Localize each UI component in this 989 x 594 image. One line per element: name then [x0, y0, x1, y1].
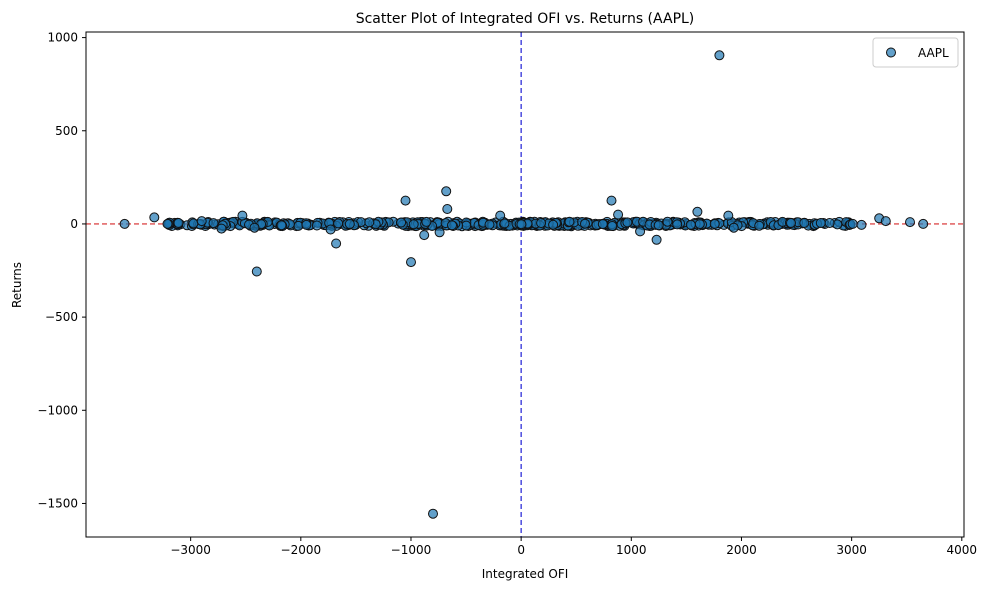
- x-tick-label: −3000: [170, 543, 211, 557]
- data-point: [237, 210, 248, 221]
- data-point: [672, 219, 683, 230]
- y-tick-label: 1000: [47, 31, 78, 45]
- legend-label: AAPL: [918, 46, 949, 60]
- data-point: [754, 220, 765, 231]
- data-point: [653, 220, 664, 231]
- data-point: [622, 217, 633, 228]
- x-tick-label: 1000: [616, 543, 647, 557]
- data-point: [536, 218, 547, 228]
- y-tick-label: −500: [45, 310, 78, 324]
- data-point: [516, 219, 527, 230]
- data-point: [419, 230, 430, 241]
- data-point: [685, 219, 696, 230]
- data-point: [799, 218, 810, 228]
- data-point: [856, 219, 867, 230]
- data-point: [597, 219, 608, 230]
- y-axis-label: Returns: [10, 262, 24, 308]
- data-point: [434, 227, 445, 238]
- data-point: [847, 218, 858, 229]
- x-tick-label: −2000: [281, 543, 322, 557]
- chart-title: Scatter Plot of Integrated OFI vs. Retur…: [356, 11, 695, 27]
- x-tick-label: 0: [517, 543, 525, 557]
- data-point: [548, 219, 559, 230]
- data-point: [580, 218, 590, 229]
- data-point: [651, 234, 662, 245]
- data-point: [613, 209, 624, 220]
- data-point: [694, 219, 705, 230]
- data-point: [188, 218, 199, 229]
- data-point: [276, 220, 287, 231]
- data-point: [495, 210, 506, 221]
- data-point: [396, 217, 407, 228]
- data-point: [408, 219, 419, 230]
- x-tick-label: 2000: [726, 543, 757, 557]
- data-point: [905, 217, 915, 228]
- data-point: [815, 218, 826, 228]
- data-point: [400, 195, 411, 206]
- data-point: [728, 222, 739, 233]
- data-point: [301, 219, 312, 230]
- data-point: [606, 195, 617, 206]
- data-point: [692, 206, 703, 217]
- data-point: [251, 266, 262, 277]
- legend-marker: [886, 47, 896, 58]
- data-point: [428, 508, 438, 519]
- x-tick-label: −1000: [391, 543, 432, 557]
- data-point: [723, 210, 734, 221]
- plot-frame: [85, 31, 965, 538]
- data-point: [499, 218, 510, 229]
- data-point: [333, 218, 344, 229]
- data-point: [149, 212, 160, 223]
- x-axis-label: Integrated OFI: [482, 567, 569, 581]
- data-point: [325, 224, 336, 235]
- y-tick-label: −1000: [37, 403, 78, 417]
- data-point: [709, 219, 720, 229]
- data-point: [447, 220, 457, 231]
- data-point: [162, 218, 173, 229]
- data-point: [564, 216, 575, 227]
- data-point: [119, 218, 130, 229]
- data-point: [442, 204, 453, 214]
- data-point: [421, 216, 432, 227]
- plot-area: −3000 −2000 −1000 0 1000 2000 3000 4000 1000 500 0…: [37, 31, 977, 557]
- data-point: [786, 218, 796, 228]
- x-tick-label: 4000: [947, 543, 978, 557]
- legend: AAPL: [872, 37, 959, 68]
- data-point: [607, 221, 618, 231]
- data-point: [208, 218, 219, 229]
- data-point: [173, 218, 184, 228]
- data-point: [311, 220, 322, 231]
- data-point: [196, 216, 207, 227]
- data-point: [662, 216, 673, 227]
- data-point: [331, 238, 342, 249]
- data-point: [216, 223, 227, 234]
- y-tick-label: 0: [70, 217, 78, 231]
- data-point: [880, 216, 891, 227]
- legend-box: [872, 37, 959, 68]
- y-tick-label: 500: [55, 124, 78, 138]
- data-point: [918, 218, 929, 229]
- data-point: [635, 226, 646, 237]
- y-tick-label: −1500: [37, 496, 78, 510]
- data-point: [364, 217, 375, 228]
- x-tick-label: 3000: [836, 543, 867, 557]
- data-point: [441, 186, 452, 197]
- data-point: [344, 219, 355, 229]
- data-point: [714, 50, 725, 61]
- data-point: [484, 219, 495, 230]
- data-point: [249, 222, 260, 233]
- data-point: [406, 257, 416, 268]
- data-point: [824, 218, 835, 228]
